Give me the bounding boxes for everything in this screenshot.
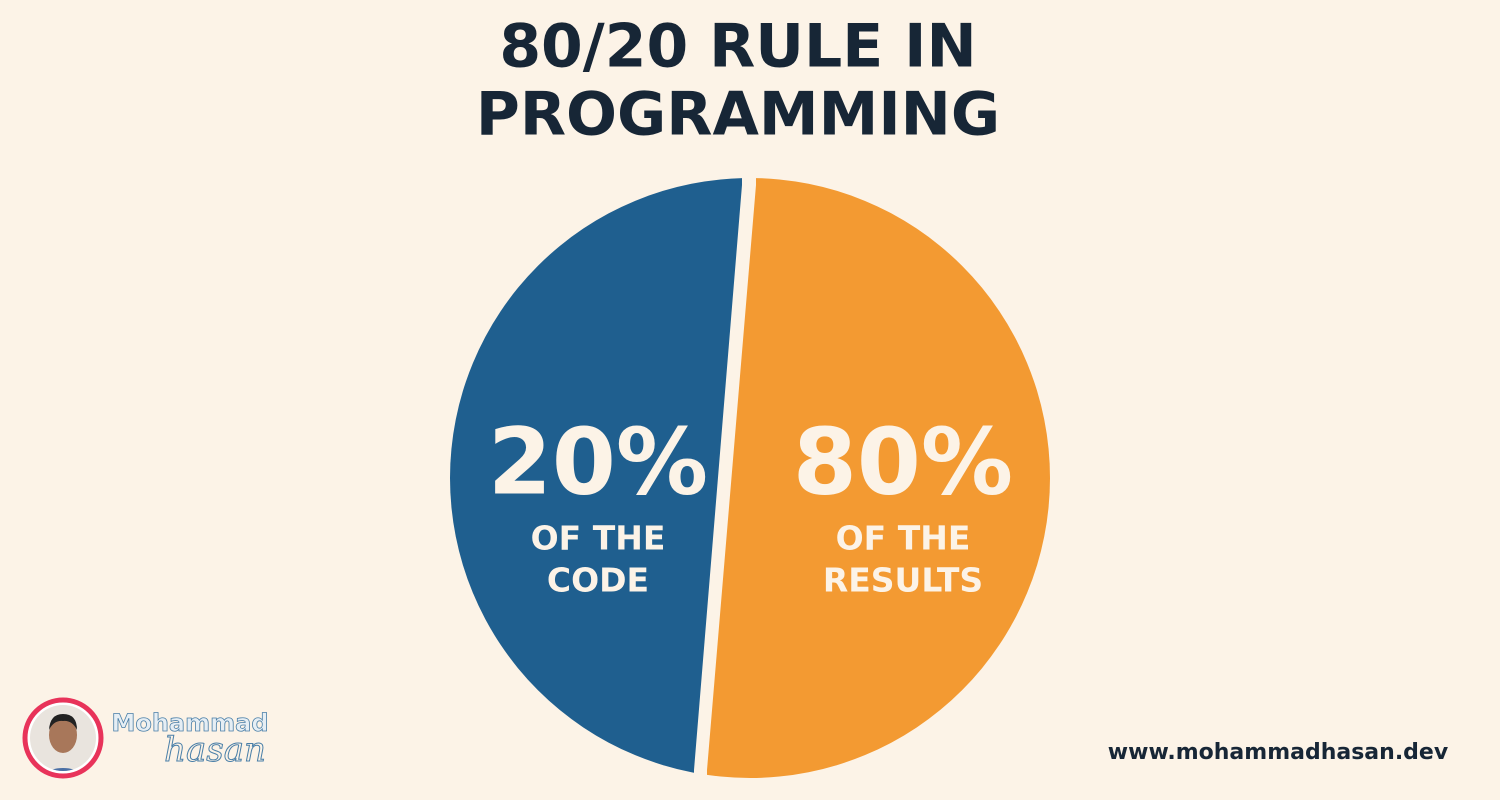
segment-caption: RESULTS <box>823 561 983 600</box>
author-last: hasan <box>164 730 266 770</box>
avatar-hair <box>49 714 77 730</box>
segment-value: 80% <box>793 408 1013 515</box>
avatar-face <box>49 717 77 753</box>
title-line: PROGRAMMING <box>476 80 1000 150</box>
avatar <box>30 705 96 771</box>
results-half <box>707 178 1050 778</box>
segment-caption: OF THE <box>836 519 971 558</box>
author-first: Mohammad <box>111 709 268 737</box>
title-line: 80/20 RULE IN <box>499 12 976 82</box>
author-logo: Mohammad hasan <box>22 697 269 779</box>
segment-caption: OF THE <box>531 519 666 558</box>
segment-value: 20% <box>488 408 708 515</box>
website: www.mohammadhasan.dev <box>1108 740 1449 765</box>
code-half <box>450 178 742 778</box>
segment-caption: CODE <box>547 561 649 600</box>
